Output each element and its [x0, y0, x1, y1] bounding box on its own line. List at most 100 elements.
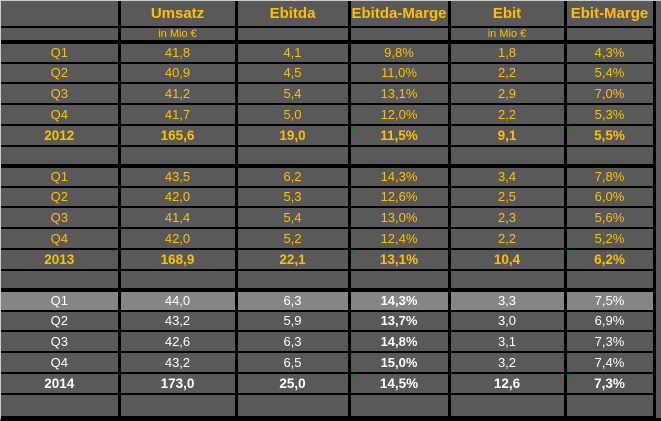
cell-value[interactable]: 168,9 [117, 247, 238, 272]
cell-empty[interactable] [1, 26, 121, 43]
cell-quarter-label[interactable]: Q3 [1, 330, 121, 353]
cell-value[interactable]: 3,4 [447, 163, 567, 188]
cell-value[interactable]: 7,5% [563, 287, 656, 312]
cell-empty[interactable] [347, 26, 451, 43]
cell-value[interactable]: 44,0 [117, 287, 238, 312]
cell-value[interactable]: 3,3 [447, 287, 567, 312]
cell-value[interactable]: 43,5 [117, 163, 238, 188]
cell-value[interactable]: 4,5 [234, 61, 351, 85]
cell-value[interactable]: 5,9 [234, 309, 351, 333]
cell-quarter-label[interactable]: Q4 [1, 102, 121, 126]
cell-value[interactable]: 4,3% [563, 40, 656, 64]
cell-value[interactable]: 5,2 [234, 226, 351, 250]
cell-value[interactable]: 7,8% [563, 163, 656, 188]
col-header-umsatz[interactable]: Umsatz [117, 1, 238, 28]
cell-empty[interactable] [347, 393, 451, 418]
cell-value[interactable]: 173,0 [117, 371, 238, 396]
cell-value[interactable]: 14,3% [347, 287, 451, 312]
cell-empty[interactable] [347, 145, 451, 167]
cell-value[interactable]: 9,8% [347, 40, 451, 64]
col-header-ebit-marge[interactable]: Ebit-Marge [563, 1, 656, 28]
cell-value[interactable]: 6,2% [563, 247, 656, 272]
cell-value[interactable]: 3,1 [447, 330, 567, 353]
cell-empty[interactable] [1, 393, 121, 418]
cell-value[interactable]: 2,9 [447, 82, 567, 105]
cell-value[interactable]: 6,9% [563, 309, 656, 333]
cell-value[interactable]: 6,0% [563, 185, 656, 209]
cell-value[interactable]: 7,4% [563, 350, 656, 374]
cell-value[interactable]: 2,5 [447, 185, 567, 209]
cell-quarter-label[interactable]: Q2 [1, 185, 121, 209]
cell-empty[interactable] [117, 145, 238, 167]
cell-value[interactable]: 11,0% [347, 61, 451, 85]
cell-quarter-label[interactable]: Q1 [1, 163, 121, 188]
cell-value[interactable]: 13,7% [347, 309, 451, 333]
cell-value[interactable]: 5,0 [234, 102, 351, 126]
cell-empty[interactable] [1, 269, 121, 291]
col-header-ebitda-marge[interactable]: Ebitda-Marge [347, 1, 451, 28]
cell-value[interactable]: 43,2 [117, 350, 238, 374]
cell-value[interactable]: 6,2 [234, 163, 351, 188]
cell-value[interactable]: 2,3 [447, 206, 567, 229]
cell-value[interactable]: 5,5% [563, 123, 656, 148]
cell-empty[interactable] [563, 393, 656, 418]
cell-quarter-label[interactable]: Q3 [1, 82, 121, 105]
cell-quarter-label[interactable]: Q4 [1, 226, 121, 250]
cell-empty[interactable] [563, 145, 656, 167]
cell-empty[interactable] [1, 145, 121, 167]
cell-empty[interactable] [117, 269, 238, 291]
cell-value[interactable]: 5,6% [563, 206, 656, 229]
cell-value[interactable]: 12,6 [447, 371, 567, 396]
cell-empty[interactable] [234, 393, 351, 418]
cell-value[interactable]: 3,2 [447, 350, 567, 374]
cell-value[interactable]: 165,6 [117, 123, 238, 148]
cell-quarter-label[interactable]: Q2 [1, 61, 121, 85]
col-header-quarter[interactable] [1, 1, 121, 28]
cell-value[interactable]: 12,6% [347, 185, 451, 209]
cell-quarter-label[interactable]: Q3 [1, 206, 121, 229]
cell-empty[interactable] [447, 269, 567, 291]
cell-value[interactable]: 12,0% [347, 102, 451, 126]
cell-value[interactable]: 13,0% [347, 206, 451, 229]
cell-value[interactable]: 41,7 [117, 102, 238, 126]
cell-quarter-label[interactable]: Q1 [1, 287, 121, 312]
cell-value[interactable]: 15,0% [347, 350, 451, 374]
cell-value[interactable]: 14,3% [347, 163, 451, 188]
cell-value[interactable]: 7,0% [563, 82, 656, 105]
cell-value[interactable]: 41,4 [117, 206, 238, 229]
cell-empty[interactable] [234, 145, 351, 167]
cell-year-label[interactable]: 2014 [1, 371, 121, 396]
col-header-ebitda[interactable]: Ebitda [234, 1, 351, 28]
cell-value[interactable]: 41,2 [117, 82, 238, 105]
cell-value[interactable]: 10,4 [447, 247, 567, 272]
cell-value[interactable]: 5,4 [234, 82, 351, 105]
cell-value[interactable]: 5,3 [234, 185, 351, 209]
cell-value[interactable]: 5,4% [563, 61, 656, 85]
cell-value[interactable]: 13,1% [347, 82, 451, 105]
cell-empty[interactable] [234, 269, 351, 291]
cell-value[interactable]: 7,3% [563, 371, 656, 396]
cell-empty[interactable] [447, 393, 567, 418]
cell-value[interactable]: 6,5 [234, 350, 351, 374]
cell-quarter-label[interactable]: Q1 [1, 40, 121, 64]
cell-value[interactable]: 5,2% [563, 226, 656, 250]
cell-empty[interactable] [117, 393, 238, 418]
cell-value[interactable]: 6,3 [234, 287, 351, 312]
cell-value[interactable]: 22,1 [234, 247, 351, 272]
cell-value[interactable]: 5,3% [563, 102, 656, 126]
cell-value[interactable]: 7,3% [563, 330, 656, 353]
cell-value[interactable]: 40,9 [117, 61, 238, 85]
cell-value[interactable]: 41,8 [117, 40, 238, 64]
cell-value[interactable]: 1,8 [447, 40, 567, 64]
unit-cell-umsatz[interactable]: in Mio € [117, 26, 238, 43]
cell-value[interactable]: 3,0 [447, 309, 567, 333]
unit-cell-ebit[interactable]: in Mio € [447, 26, 567, 43]
cell-empty[interactable] [447, 145, 567, 167]
cell-value[interactable]: 43,2 [117, 309, 238, 333]
cell-value[interactable]: 12,4% [347, 226, 451, 250]
cell-value[interactable]: 4,1 [234, 40, 351, 64]
cell-value[interactable]: 19,0 [234, 123, 351, 148]
cell-year-label[interactable]: 2012 [1, 123, 121, 148]
cell-value[interactable]: 42,6 [117, 330, 238, 353]
cell-value[interactable]: 14,8% [347, 330, 451, 353]
